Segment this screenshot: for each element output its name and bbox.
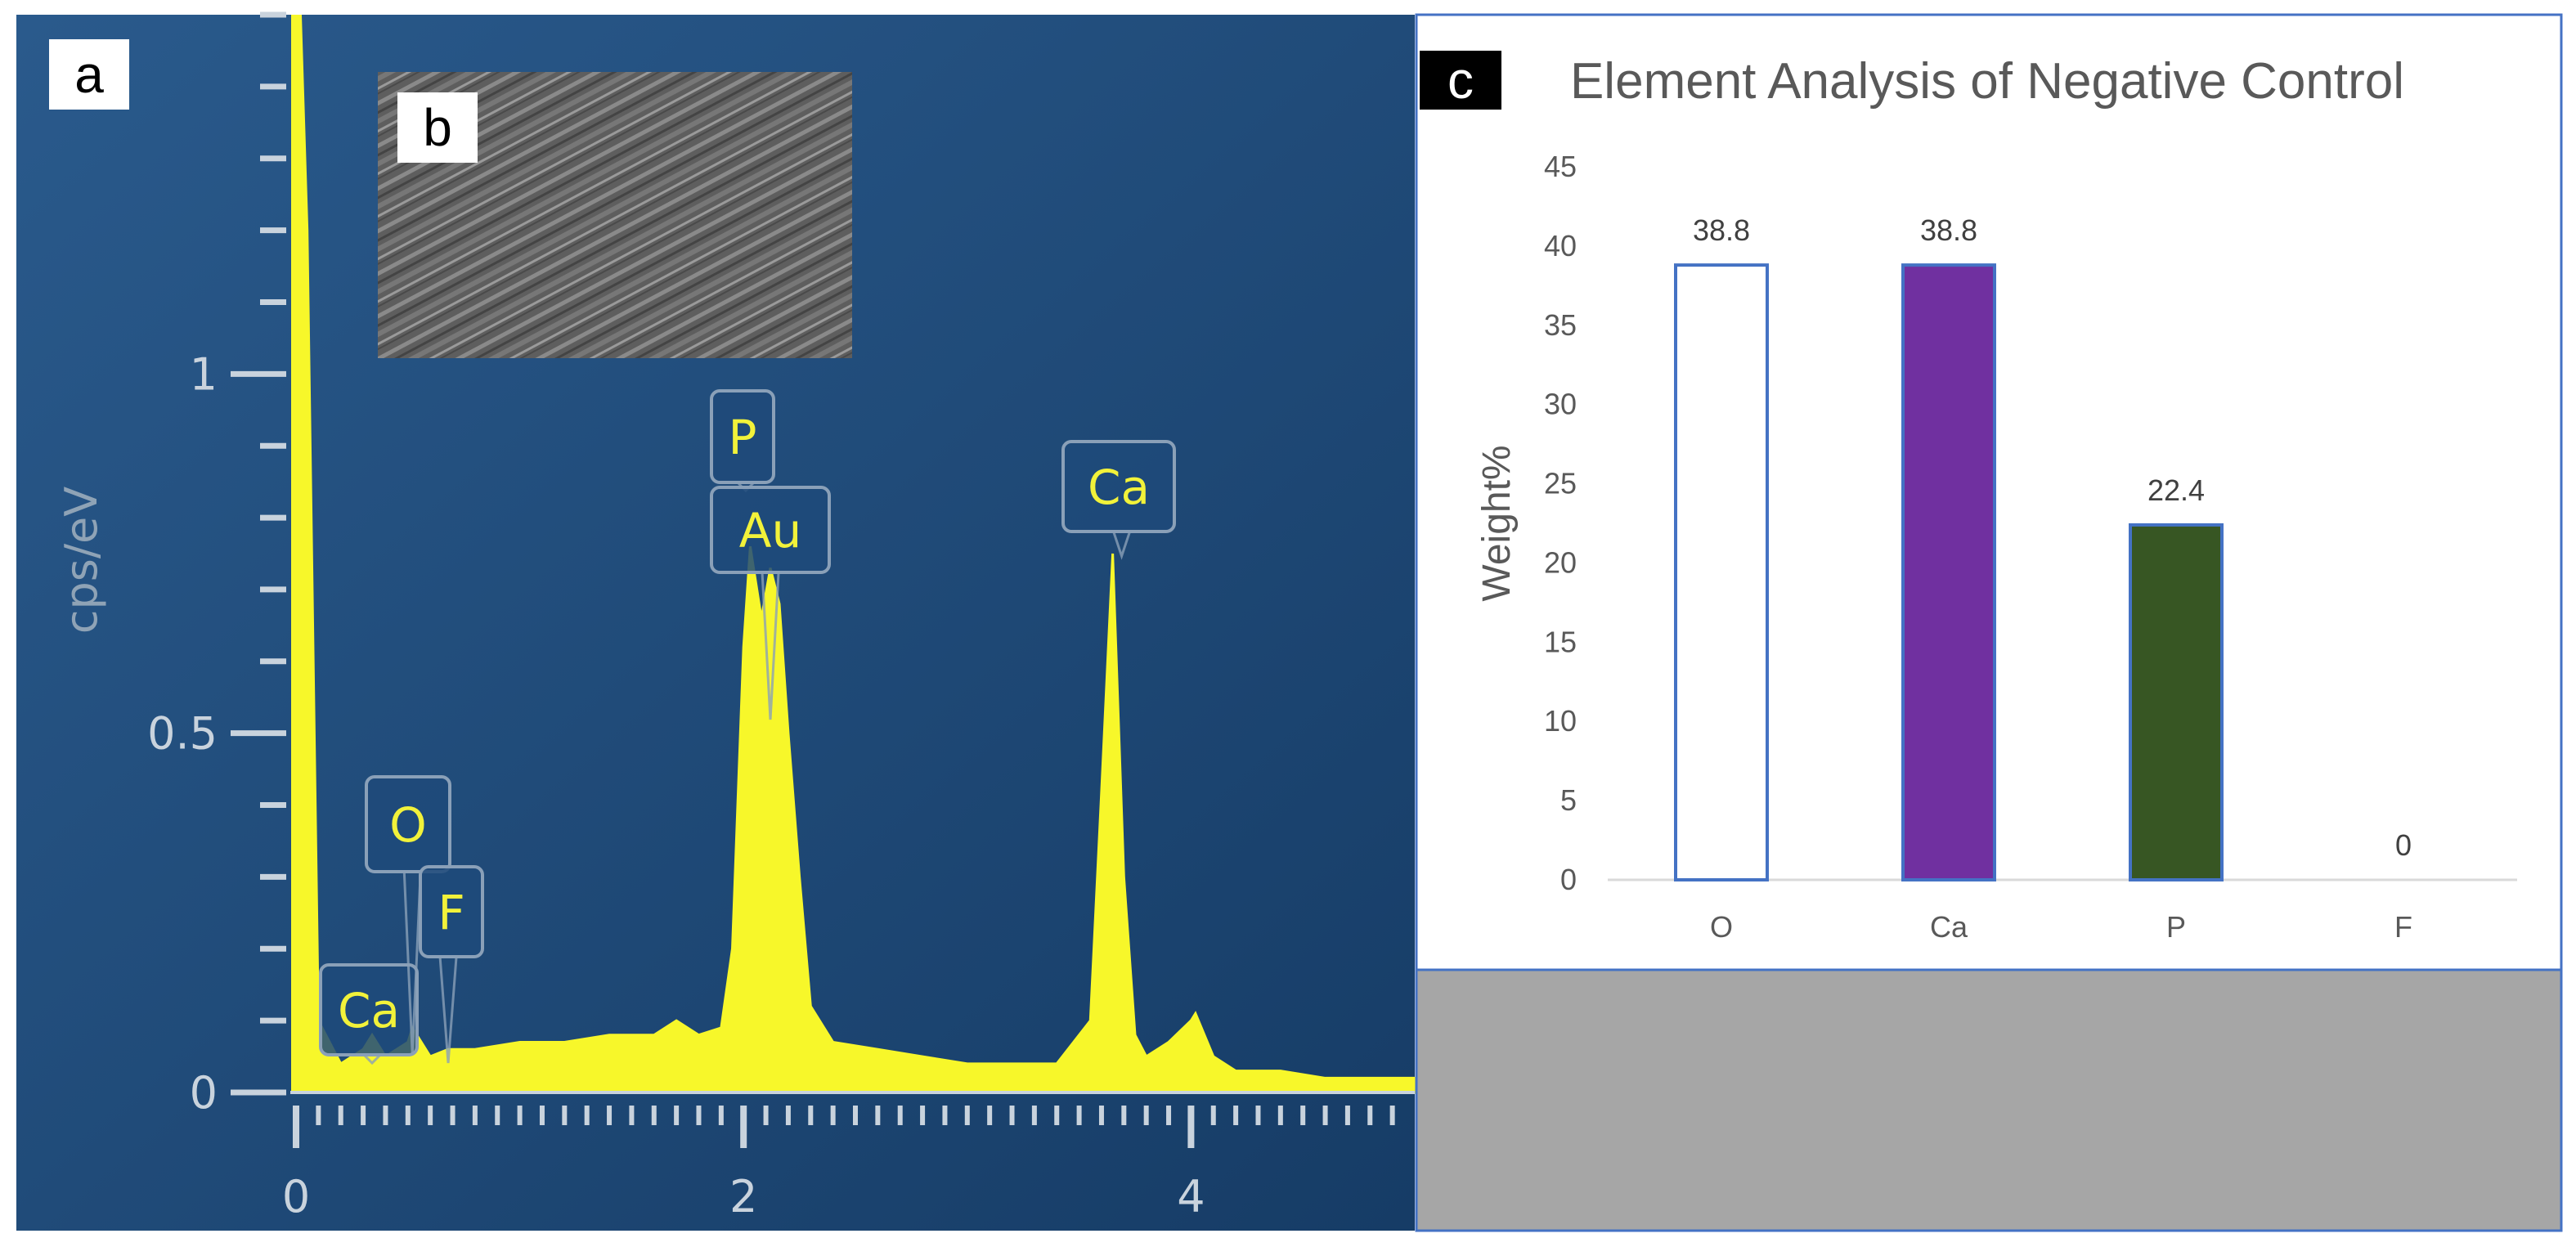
peak-label-box xyxy=(710,486,831,574)
eds-x-tick-label: 4 xyxy=(1177,1171,1205,1222)
bar-x-tick-label: P xyxy=(2166,910,2186,944)
bar-y-tick-label: 20 xyxy=(1544,545,1577,579)
bar-o xyxy=(1674,263,1769,881)
bar-x-ticks: O Ca P F xyxy=(1710,910,2412,944)
bar-y-tick-label: 40 xyxy=(1544,229,1577,262)
eds-y-tick-label: 1 xyxy=(190,348,218,400)
peak-pointer xyxy=(402,871,422,1056)
bar-marks xyxy=(1674,263,2224,882)
bar-data-label-o: 38.8 xyxy=(1693,213,1750,247)
panel-a-badge xyxy=(49,39,129,110)
peak-label-text: Ca xyxy=(338,983,400,1038)
eds-x-ticks: 0 2 4 xyxy=(282,1106,1395,1222)
bar-y-tick-label: 25 xyxy=(1544,467,1577,500)
bar-p xyxy=(2129,523,2224,882)
bar-y-tick-label: 45 xyxy=(1544,150,1577,183)
peak-label-text: Au xyxy=(739,503,801,558)
bar-y-ticks: 0 5 10 15 20 25 30 35 40 45 xyxy=(1544,150,1577,896)
peak-label-box xyxy=(710,389,775,484)
panel-a-letter: a xyxy=(74,45,104,104)
bar-chart-title: Element Analysis of Negative Control xyxy=(1570,53,2404,110)
bar-x-tick-label: F xyxy=(2394,910,2412,944)
peak-label-box xyxy=(419,865,484,958)
bar-y-tick-label: 10 xyxy=(1544,704,1577,738)
peak-label-text: F xyxy=(438,885,464,940)
bar-chart-panel: c Element Analysis of Negative Control W… xyxy=(1415,13,2563,1232)
peak-label-au-4: Au xyxy=(710,486,831,720)
eds-peak-labels: Ca OF P Au Ca xyxy=(319,389,1176,1065)
bar-data-label-ca: 38.8 xyxy=(1920,213,1977,247)
peak-label-ca-0: Ca xyxy=(319,963,419,1065)
eds-y-axis-title: cps/eV xyxy=(56,487,107,635)
panel-c-badge xyxy=(1420,51,1501,110)
bar-y-tick-label: 5 xyxy=(1560,783,1577,817)
peak-label-text: Ca xyxy=(1088,460,1150,515)
panel-c-letter: c xyxy=(1447,51,1474,110)
bar-data-labels: 38.8 38.8 22.4 0 xyxy=(1693,213,2412,862)
panel-b-badge xyxy=(397,92,478,163)
peak-label-text: O xyxy=(389,797,427,853)
peak-label-p-3: P xyxy=(710,389,775,493)
bar-x-tick-label: Ca xyxy=(1930,910,1968,944)
bar-y-tick-label: 30 xyxy=(1544,388,1577,421)
eds-y-tick-label: 0.5 xyxy=(147,708,218,760)
bar-y-axis-title: Weight% xyxy=(1475,445,1519,601)
bar-y-tick-label: 0 xyxy=(1560,863,1577,896)
peak-label-ca-5: Ca xyxy=(1061,440,1176,560)
bar-data-label-p: 22.4 xyxy=(2147,473,2205,507)
bar-x-tick-label: O xyxy=(1710,910,1733,944)
peak-pointer xyxy=(362,1053,382,1065)
peak-label-box xyxy=(365,775,451,873)
peak-label-text: P xyxy=(729,410,757,465)
peak-label-box xyxy=(319,963,419,1056)
peak-label-o-1: O xyxy=(365,775,451,1056)
bar-ca xyxy=(1901,263,1996,881)
peak-label-f-2: F xyxy=(419,865,484,1064)
peak-label-box xyxy=(1061,440,1176,533)
eds-x-tick-label: 2 xyxy=(729,1171,757,1222)
peak-pointer xyxy=(1112,531,1132,560)
panel-b-letter: b xyxy=(423,98,452,157)
bar-y-tick-label: 35 xyxy=(1544,308,1577,342)
eds-x-tick-label: 0 xyxy=(282,1171,310,1222)
peak-pointer xyxy=(438,956,458,1064)
eds-y-tick-label: 0 xyxy=(190,1067,218,1119)
peak-pointer xyxy=(761,572,780,720)
bar-data-label-f: 0 xyxy=(2395,828,2412,862)
gray-filler-panel xyxy=(1415,968,2563,1232)
eds-y-ticks: 00.51 xyxy=(147,11,286,1119)
bar-y-tick-label: 15 xyxy=(1544,625,1577,658)
